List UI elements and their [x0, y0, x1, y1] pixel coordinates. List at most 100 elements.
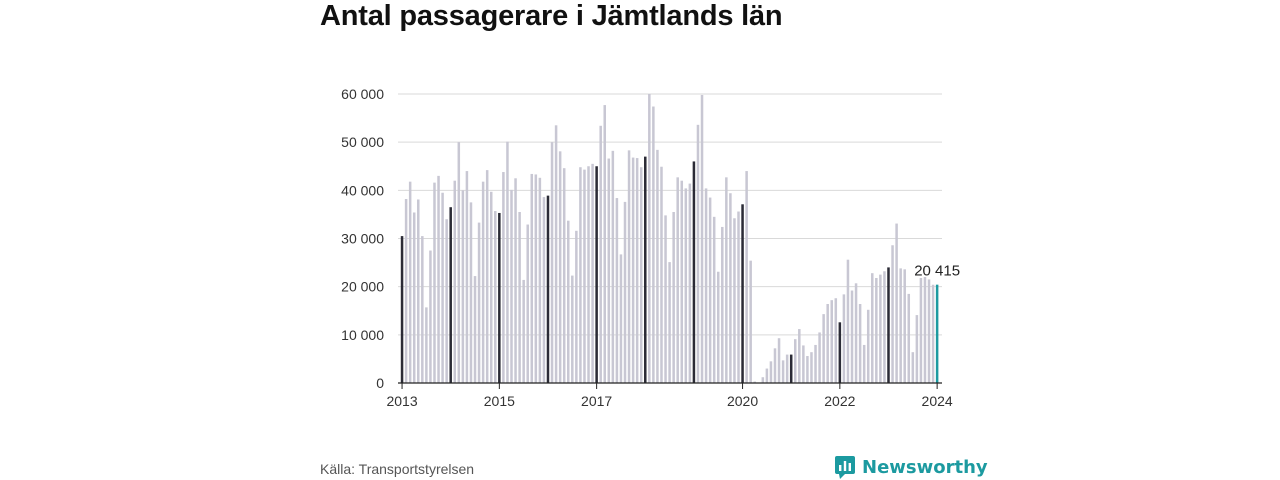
bar [729, 193, 732, 383]
bar [668, 262, 671, 383]
bar [571, 275, 574, 383]
bar [546, 195, 550, 383]
bar [765, 368, 769, 383]
y-tick-label: 60 000 [341, 86, 384, 102]
bar [871, 273, 874, 383]
y-tick-label: 30 000 [341, 231, 384, 247]
bar [907, 293, 911, 383]
newsworthy-chart-logo-icon [835, 456, 855, 479]
bar [919, 277, 923, 383]
bar [806, 356, 809, 383]
bar [672, 212, 675, 383]
bar [708, 197, 712, 383]
bar [810, 352, 813, 383]
bar [814, 344, 817, 383]
bar [733, 218, 736, 383]
brand-logo[interactable]: Newsworthy [834, 455, 988, 479]
bar [773, 348, 777, 383]
bar [749, 260, 752, 383]
bar [554, 125, 558, 383]
bar [603, 105, 606, 383]
bar [761, 377, 765, 383]
bar [700, 94, 704, 384]
bar [842, 294, 846, 383]
bar [660, 166, 663, 383]
bar [506, 141, 509, 383]
bar [494, 211, 497, 383]
bar [676, 177, 679, 383]
bar [457, 142, 461, 383]
bar [822, 314, 825, 383]
bar [599, 125, 602, 383]
bar [425, 307, 428, 383]
bar [753, 381, 756, 383]
bar [623, 201, 627, 383]
last-value-label: 20 415 [914, 263, 960, 280]
bar [530, 173, 534, 383]
bar [489, 191, 493, 383]
bar [895, 223, 898, 383]
bar [927, 279, 931, 383]
bar [441, 192, 444, 383]
bar [587, 166, 590, 383]
bar [445, 219, 448, 383]
y-tick-label: 0 [376, 375, 384, 391]
bar [583, 169, 586, 383]
bar [485, 170, 489, 383]
x-tick-label: 2017 [581, 393, 612, 409]
bar [481, 181, 485, 383]
bar [652, 106, 655, 384]
bar [846, 259, 850, 383]
bar [680, 180, 684, 383]
bar [627, 150, 631, 383]
bar [562, 168, 566, 383]
bar [854, 283, 858, 383]
bar [664, 215, 667, 383]
bar [615, 198, 619, 383]
bar [850, 290, 854, 383]
bar [737, 211, 740, 383]
bar [688, 183, 692, 383]
bar [465, 171, 469, 383]
x-tick-label: 2024 [922, 393, 953, 409]
bar [595, 166, 598, 383]
bar [923, 277, 927, 383]
bar [502, 172, 505, 383]
bar [712, 216, 716, 383]
bar [648, 94, 651, 383]
bar [412, 212, 416, 383]
bar [684, 188, 688, 383]
bar [931, 284, 935, 383]
bar [721, 226, 724, 383]
bar [619, 254, 623, 383]
bar [514, 178, 517, 383]
bar [696, 124, 700, 384]
bar [534, 174, 538, 383]
bar [639, 167, 643, 383]
bar [542, 197, 546, 383]
bar [631, 157, 635, 383]
y-tick-label: 10 000 [341, 327, 384, 343]
bar [862, 344, 866, 383]
bar [741, 204, 744, 383]
bar [745, 171, 748, 383]
bar [575, 230, 578, 383]
bar [558, 151, 562, 383]
bar [798, 329, 801, 383]
bar [400, 236, 404, 383]
bar [510, 189, 513, 383]
bar [591, 163, 594, 383]
bar [404, 199, 408, 383]
bar [469, 202, 473, 383]
bar [692, 161, 696, 383]
x-tick-label: 2022 [824, 393, 855, 409]
source-note: Källa: Transportstyrelsen [320, 461, 475, 477]
bar [611, 150, 615, 383]
passenger-bar-chart: 0 10 000 20 000 30 000 40 000 50 000 60 000 201… [341, 86, 960, 409]
bar [473, 276, 477, 383]
bar [607, 158, 611, 383]
y-tick-label: 20 000 [341, 279, 384, 295]
bar [781, 360, 785, 383]
bar [566, 220, 570, 383]
y-tick-label: 40 000 [341, 182, 384, 198]
